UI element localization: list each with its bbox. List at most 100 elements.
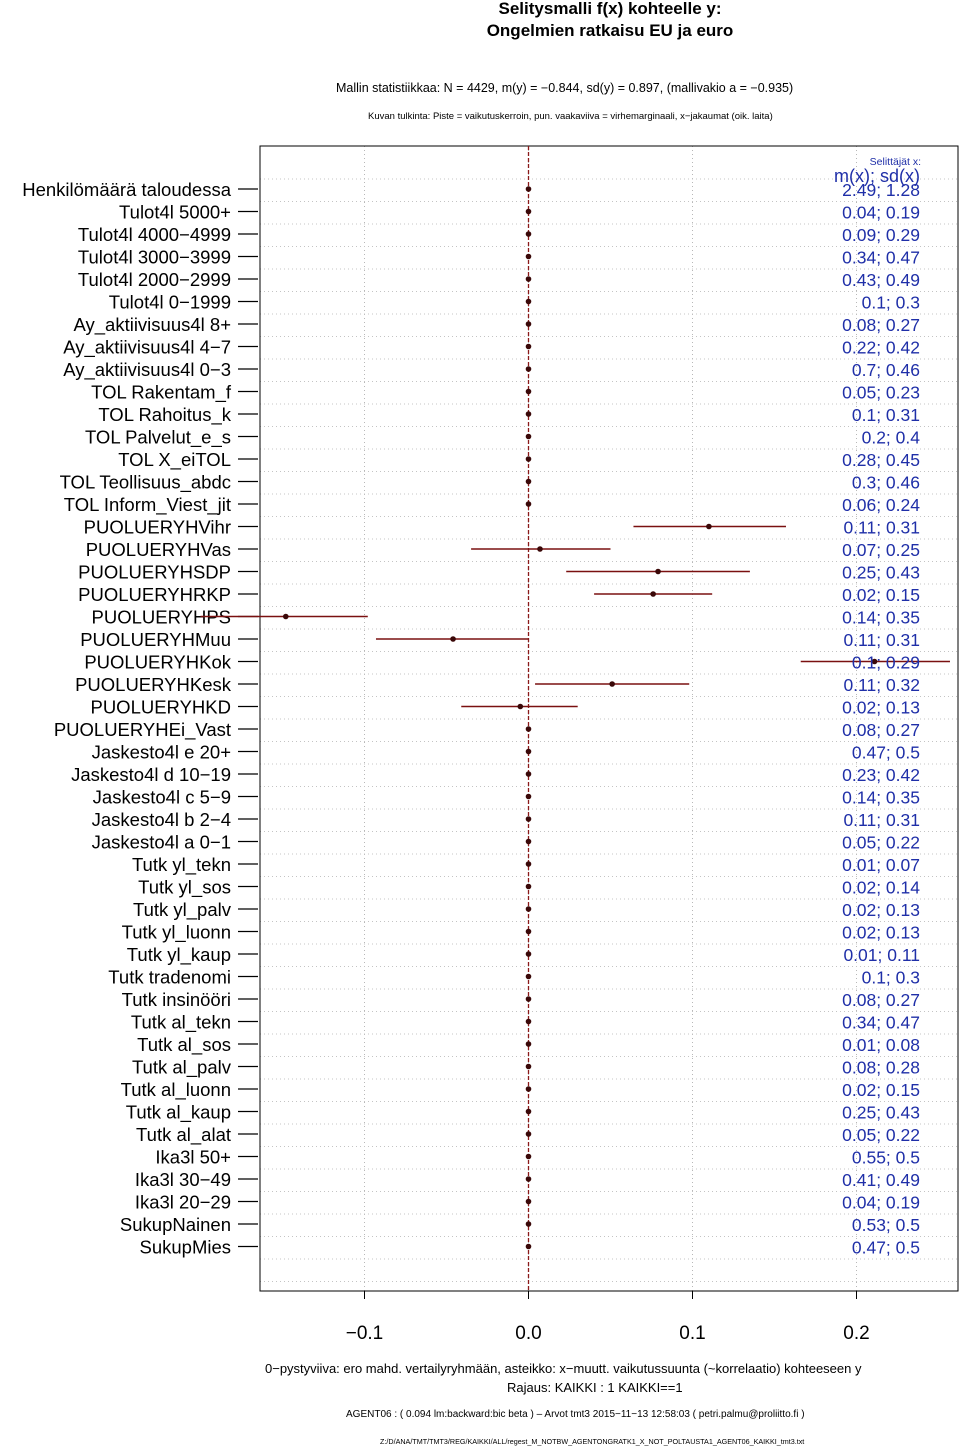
coefficient-point: [525, 771, 532, 777]
coefficient-point: [525, 996, 532, 1002]
coefficient-point: [525, 411, 532, 417]
row-label: Tutk yl_tekn: [132, 854, 231, 876]
row-stats: 0.07; 0.25: [842, 540, 920, 560]
row-label: Tulot4l 4000−4999: [78, 224, 231, 245]
coefficient-point: [525, 366, 532, 372]
coefficient-point: [525, 186, 532, 192]
row-stats: 2.49; 1.28: [842, 180, 920, 200]
row-stats: 0.08; 0.28: [842, 1058, 920, 1078]
row-label: TOL Inform_Viest_jit: [64, 494, 231, 516]
row-stats: 0.01; 0.08: [842, 1035, 920, 1055]
row-label: TOL X_eiTOL: [118, 449, 231, 471]
row-stats: 0.08; 0.27: [842, 720, 920, 740]
row-stats: 0.7; 0.46: [852, 360, 920, 380]
row-label: PUOLUERYHMuu: [80, 629, 231, 650]
row-label: Henkilömäärä taloudessa: [22, 179, 231, 200]
chart-title-line1: Selitysmalli f(x) kohteelle y:: [498, 0, 722, 18]
coefficient-point: [525, 1243, 532, 1250]
row-stats: 0.02; 0.13: [842, 923, 920, 943]
coefficient-point: [525, 501, 532, 507]
row-label: PUOLUERYHKesk: [75, 674, 232, 695]
row-label: TOL Palvelut_e_s: [85, 427, 231, 449]
row-stats: 0.01; 0.07: [842, 855, 920, 875]
coefficient-point: [450, 636, 456, 642]
row-label: Tutk al_kaup: [126, 1102, 231, 1124]
coefficient-point: [525, 1131, 532, 1137]
coefficient-point: [525, 298, 532, 305]
row-label: Tutk al_tekn: [131, 1012, 231, 1034]
row-stats: 0.05; 0.23: [842, 383, 920, 403]
x-axis: −0.1 0.0 0.1 0.2: [346, 1291, 870, 1344]
row-label: Jaskesto4l c 5−9: [93, 787, 231, 808]
row-stats: 0.05; 0.22: [842, 1125, 920, 1145]
row-stats: 0.02; 0.13: [842, 698, 920, 718]
footer-line-4: Z:/D/ANA/TMT/TMT3/REG/KAIKKI/ALL/regest_…: [380, 1437, 805, 1446]
row-label: Jaskesto4l a 0−1: [92, 832, 231, 853]
coefficient-point: [650, 591, 656, 597]
row-label: Tutk al_alat: [136, 1124, 231, 1146]
coefficient-point: [525, 1041, 532, 1047]
stats-line: Mallin statistiikkaa: N = 4429, m(y) = −…: [336, 81, 794, 95]
row-label: Tulot4l 2000−2999: [78, 269, 231, 290]
row-label: PUOLUERYHKD: [90, 697, 231, 718]
row-stats: 0.43; 0.49: [842, 270, 920, 290]
coefficient-point: [525, 456, 532, 462]
coefficient-point: [525, 231, 532, 237]
row-stats: 0.02; 0.13: [842, 900, 920, 920]
row-stats: 0.04; 0.19: [842, 203, 920, 223]
x-tick-label: 0.1: [679, 1323, 705, 1344]
coefficient-point: [525, 1153, 532, 1160]
coefficient-point: [525, 748, 532, 755]
coefficient-point: [525, 388, 532, 395]
row-stats: 0.2; 0.4: [862, 428, 921, 448]
row-stats: 0.1; 0.3: [862, 293, 920, 313]
row-label: Jaskesto4l d 10−19: [71, 764, 231, 785]
row-label: Tutk insinööri: [122, 989, 231, 1010]
row-stats: 0.25; 0.43: [842, 1103, 920, 1123]
row-stats: 0.11; 0.31: [843, 630, 920, 650]
coefficient-point: [525, 1198, 532, 1205]
coefficient-point: [525, 906, 532, 912]
grid-layer: [260, 146, 958, 1291]
row-label: Tutk al_palv: [132, 1057, 232, 1079]
coefficient-point: [655, 568, 661, 575]
x-tick-label: −0.1: [346, 1323, 384, 1344]
coefficient-point: [525, 1221, 532, 1227]
coefficient-point: [525, 861, 532, 867]
row-stats: 0.11; 0.31: [843, 810, 920, 830]
row-stats: 0.01; 0.11: [843, 945, 920, 965]
coefficient-point: [282, 613, 289, 620]
row-label: PUOLUERYHSDP: [78, 562, 231, 583]
row-stats: 0.09; 0.29: [842, 225, 920, 245]
coefficient-point: [525, 951, 532, 957]
coefficient-point: [871, 658, 878, 665]
row-label: Ay_aktiivisuus4l 4−7: [63, 337, 231, 359]
coefficient-point: [525, 1108, 532, 1115]
row-label: TOL Teollisuus_abdc: [60, 472, 231, 494]
chart-title-line2: Ongelmien ratkaisu EU ja euro: [486, 21, 734, 40]
plot-frame: [259, 145, 959, 1292]
coefficient-point: [525, 478, 532, 485]
row-stats: 0.25; 0.43: [842, 563, 920, 583]
row-label: Tutk tradenomi: [108, 967, 231, 988]
coefficient-point: [525, 253, 532, 260]
coefficient-point: [525, 726, 532, 732]
row-stats: 0.34; 0.47: [842, 248, 920, 268]
row-stats: 0.02; 0.15: [842, 1080, 920, 1100]
coefficient-point: [609, 681, 615, 687]
coefficient-point: [525, 1018, 532, 1025]
row-label: SukupNainen: [120, 1214, 231, 1235]
explainers-label: Selittäjät x:: [870, 156, 921, 168]
row-stats: 0.1; 0.3: [862, 968, 920, 988]
coefficient-point: [525, 1063, 532, 1070]
coefficient-point: [525, 321, 532, 327]
coefficient-point: [525, 1176, 532, 1182]
row-stats: 0.08; 0.27: [842, 990, 920, 1010]
x-tick-label: 0.0: [515, 1323, 541, 1344]
coefficient-point: [525, 973, 532, 980]
row-stats: 0.55; 0.5: [852, 1148, 920, 1168]
row-label: Tutk yl_sos: [138, 877, 231, 899]
row-stats: 0.22; 0.42: [842, 338, 920, 358]
coefficient-point: [525, 816, 532, 822]
